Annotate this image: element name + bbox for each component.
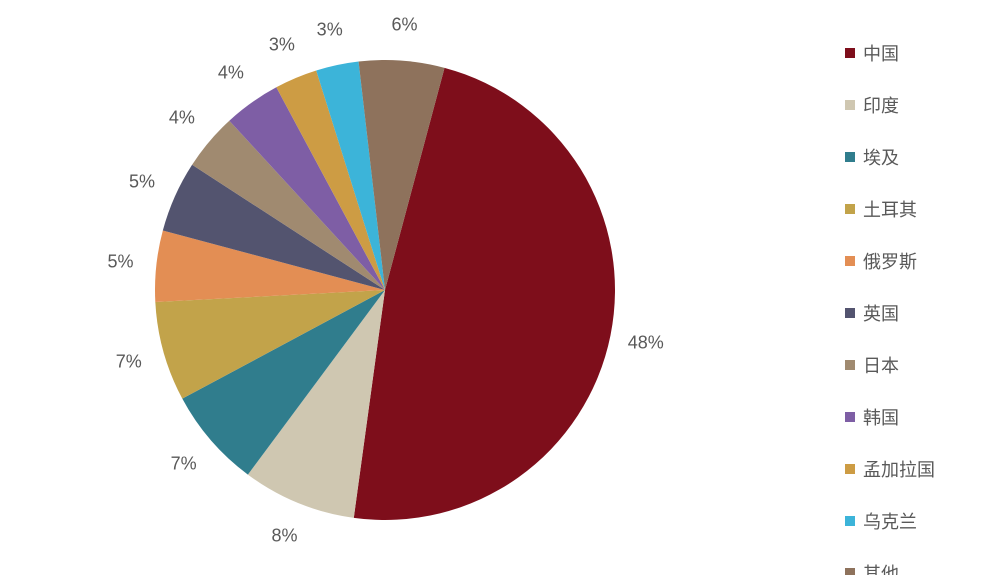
slice-label: 3% [317,19,343,40]
slice-label: 7% [116,351,142,372]
legend-swatch [845,516,855,526]
legend-swatch [845,464,855,474]
legend-item: 土耳其 [845,196,935,222]
legend-label: 日本 [863,352,899,378]
legend-label: 中国 [863,40,899,66]
slice-label: 4% [218,63,244,84]
slice-label: 5% [107,252,133,273]
slice-label: 7% [171,453,197,474]
legend-label: 孟加拉国 [863,456,935,482]
legend-label: 土耳其 [863,196,917,222]
legend-label: 其他 [863,560,899,575]
legend-item: 孟加拉国 [845,456,935,482]
legend-item: 印度 [845,92,935,118]
legend-swatch [845,152,855,162]
legend-swatch [845,568,855,575]
legend-item: 英国 [845,300,935,326]
legend-item: 韩国 [845,404,935,430]
legend-swatch [845,308,855,318]
legend-item: 日本 [845,352,935,378]
legend-item: 埃及 [845,144,935,170]
slice-label: 8% [271,526,297,547]
slice-label: 4% [169,108,195,129]
legend: 中国印度埃及土耳其俄罗斯英国日本韩国孟加拉国乌克兰其他 [845,40,935,575]
legend-swatch [845,360,855,370]
slice-label: 3% [269,34,295,55]
legend-label: 英国 [863,300,899,326]
legend-swatch [845,100,855,110]
legend-label: 俄罗斯 [863,248,917,274]
legend-label: 韩国 [863,404,899,430]
legend-swatch [845,256,855,266]
legend-swatch [845,48,855,58]
legend-swatch [845,412,855,422]
legend-label: 埃及 [863,144,899,170]
slice-label: 6% [391,14,417,35]
legend-item: 俄罗斯 [845,248,935,274]
slice-label: 48% [628,332,664,353]
pie-chart-container: 48% 8% 7% 7% 5% 5% 4% 4% 3% 3% 6% 中国印度埃及土耳其俄罗斯英国日本… [0,0,999,575]
slice-label: 5% [129,171,155,192]
legend-item: 乌克兰 [845,508,935,534]
legend-item: 其他 [845,560,935,575]
legend-item: 中国 [845,40,935,66]
legend-label: 乌克兰 [863,508,917,534]
legend-label: 印度 [863,92,899,118]
legend-swatch [845,204,855,214]
